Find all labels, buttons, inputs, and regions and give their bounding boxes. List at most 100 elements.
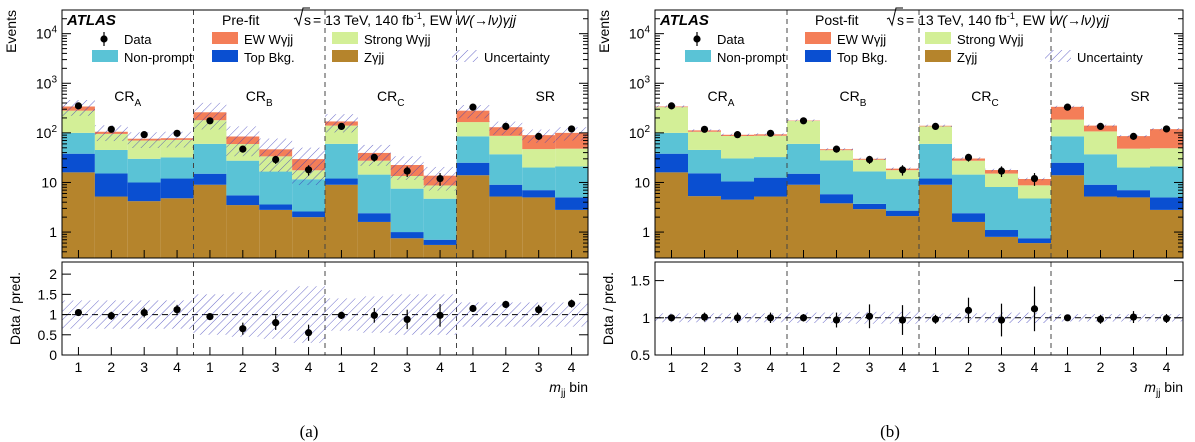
legend-label: EW Wγjj <box>837 32 886 47</box>
x-tick-label: 2 <box>833 359 841 375</box>
stack-bar-topbkg <box>820 194 853 204</box>
legend-swatch <box>332 32 358 44</box>
stack-bar-nonprompt <box>127 158 161 183</box>
stack-bar-nonprompt <box>886 179 919 211</box>
uncertainty-band <box>456 105 490 119</box>
stack-bar-topbkg <box>1018 238 1051 244</box>
stack-bar-topbkg <box>62 153 95 173</box>
stack-bar-zjj <box>555 209 589 258</box>
y-tick-label: 103 <box>629 74 651 91</box>
legend-swatch <box>332 50 358 62</box>
x-tick-label: 1 <box>800 359 808 375</box>
sqrt-symbol <box>293 7 310 27</box>
region-label: CRB <box>246 88 273 109</box>
process-label: W(→lν)γjj <box>1049 12 1110 28</box>
stack-bar-topbkg <box>193 173 227 185</box>
legend-label: Top Bkg. <box>244 50 295 65</box>
data-point <box>140 131 148 139</box>
legend-data-marker <box>100 35 108 43</box>
energy-label: s = 13 TeV, 140 fb-1, EW W(→lν)γjj <box>304 11 517 28</box>
y-tick-label: 10 <box>634 174 650 190</box>
ratio-point <box>1096 315 1105 323</box>
x-tick-label: 1 <box>1064 359 1072 375</box>
y-tick-label-base: 10 <box>36 125 52 141</box>
region-label-main: CR <box>246 88 266 104</box>
stack-bar-nonprompt <box>193 143 227 174</box>
x-tick-label: 4 <box>173 359 181 375</box>
ratio-tick-label: 0.5 <box>631 347 651 363</box>
region-label-main: SR <box>1130 88 1149 104</box>
stack-bar-nonprompt <box>325 143 358 179</box>
data-point <box>337 122 346 130</box>
data-point <box>733 131 742 139</box>
stack-bar-topbkg <box>721 181 754 200</box>
legend-swatch <box>805 32 831 44</box>
data-point <box>469 103 477 111</box>
caption-b: (b) <box>880 422 900 441</box>
legend-hatch <box>1045 50 1071 62</box>
process-label: W(→lν)γjj <box>456 12 517 28</box>
y-tick-label-base: 10 <box>36 26 52 42</box>
stack-bar-zjj <box>62 172 95 258</box>
atlas-label: ATLAS <box>659 12 709 29</box>
stack-bar-topbkg <box>489 184 523 197</box>
data-point <box>799 117 808 125</box>
ratio-point <box>469 304 477 313</box>
ratio-point <box>931 315 940 323</box>
legend-swatch <box>925 50 951 62</box>
stack-bar-nonprompt <box>853 171 886 204</box>
ratio-point <box>1162 314 1171 323</box>
stack-bar-strongwjj <box>721 135 754 159</box>
stack-bar-zjj <box>985 236 1018 258</box>
data-point <box>1030 174 1039 183</box>
data-point <box>1162 125 1171 133</box>
stack-bar-strongwjj <box>1150 148 1183 167</box>
x-tick-label: 1 <box>206 359 214 375</box>
stack-bar-strongwjj <box>555 148 589 167</box>
stack-bar-topbkg <box>754 177 787 197</box>
y-tick-label-base: 10 <box>629 125 645 141</box>
legend-label: Non-prompt <box>717 50 786 65</box>
stack-bar-strongwjj <box>820 150 853 161</box>
stack-bar-strongwjj <box>787 120 820 144</box>
energy-text: = 13 TeV, 140 fb <box>313 12 414 28</box>
x-tick-label: 2 <box>502 359 510 375</box>
x-tick-label: 2 <box>965 359 973 375</box>
legend-label: EW Wγjj <box>244 32 293 47</box>
stack-bar-zjj <box>1084 196 1117 258</box>
stack-bar-zjj <box>820 203 853 258</box>
data-point <box>206 117 214 125</box>
data-point <box>964 153 973 162</box>
ratio-point <box>173 306 181 314</box>
data-point <box>1063 103 1072 111</box>
region-label-sub: C <box>397 98 404 109</box>
stack-bar-zjj <box>721 199 754 258</box>
stack-bar-zjj <box>655 172 688 258</box>
ratio-frame <box>61 261 589 356</box>
ratio-axis-label: Data / pred. <box>7 272 23 345</box>
legend-swatch <box>925 32 951 44</box>
region-label: SR <box>536 88 555 104</box>
stack-bar-strongwjj <box>1117 148 1150 168</box>
region-label: CRA <box>708 88 735 109</box>
ratio-point <box>832 316 841 324</box>
ratio-point <box>436 311 444 319</box>
stack-bar-zjj <box>1051 175 1084 258</box>
legend-hatch <box>452 50 478 62</box>
stack-bar-topbkg <box>522 190 556 198</box>
stack-bar-topbkg <box>1084 184 1117 197</box>
data-point <box>535 132 543 140</box>
legend-swatch <box>212 50 238 62</box>
data-point <box>898 166 907 174</box>
x-tick-label: 1 <box>338 359 346 375</box>
ratio-tick-label: 0.5 <box>38 327 58 343</box>
ratio-point <box>667 314 676 322</box>
fit-label: Post-fit <box>815 12 859 28</box>
x-tick-label: 3 <box>866 359 874 375</box>
y-tick-label: 1 <box>642 224 650 240</box>
x-axis-label-var: m <box>549 379 561 395</box>
stack-bar-zjj <box>193 184 227 258</box>
legend-swatch <box>685 50 711 62</box>
stack-bar-strongwjj <box>952 160 985 175</box>
y-tick-label-base: 10 <box>41 174 57 190</box>
